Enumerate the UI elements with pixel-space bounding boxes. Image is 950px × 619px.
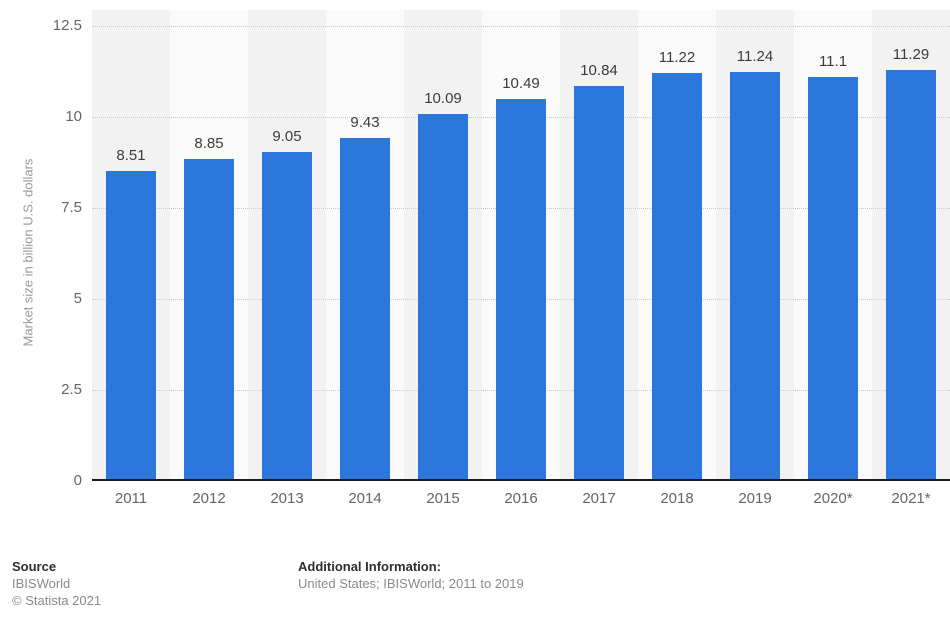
y-axis-title: Market size in billion U.S. dollars [20,158,36,347]
x-axis-label-2019: 2019 [738,490,772,507]
additional-information-text: United States; IBISWorld; 2011 to 2019 [298,576,524,591]
x-axis-label-2017: 2017 [582,490,616,507]
bar-column-2011: 8.51 [92,26,170,481]
bar-2021*[interactable] [886,70,936,481]
plot-area: 8.51 8.85 9.05 9.43 10.09 10.49 10.84 11.22 11.2… [92,26,950,481]
y-axis-tick-7.5: 7.5 [61,199,82,216]
y-axis-tick-10: 10 [65,108,82,125]
additional-information-label: Additional Information: [298,559,441,574]
bar-value-label-2014: 9.43 [350,113,380,131]
bar-column-2014: 9.43 [326,26,404,481]
y-axis-tick-12.5: 12.5 [52,17,82,34]
bar-value-label-2012: 8.85 [194,134,224,152]
bar-2016[interactable] [496,99,546,481]
bar-value-label-2017: 10.84 [580,62,618,80]
x-axis-label-2018: 2018 [660,490,694,507]
bar-column-2016: 10.49 [482,26,560,481]
x-axis-labels: 2011 2012 2013 2014 2015 2016 2017 2018 2019 2020… [92,490,950,507]
bar-2017[interactable] [574,86,624,481]
gridline-12.5 [92,26,950,27]
copyright-notice[interactable]: © Statista 2021 [12,593,102,608]
bar-2018[interactable] [652,72,702,481]
bar-value-label-2013: 9.05 [272,127,302,145]
bar-column-2017: 10.84 [560,26,638,481]
bar-column-2012: 8.85 [170,26,248,481]
bar-value-label-2015: 10.09 [424,89,462,107]
bar-column-2021*: 11.29 [872,26,950,481]
source-name[interactable]: IBISWorld [12,576,71,591]
x-axis-label-2021*: 2021* [891,490,931,507]
bar-2019[interactable] [730,71,780,481]
source-block: Source IBISWorld © Statista 2021 [12,558,101,609]
y-axis-tick-0: 0 [73,472,82,489]
x-axis-label-2012: 2012 [192,490,226,507]
x-axis-label-2015: 2015 [426,490,460,507]
bar-value-label-2020*: 11.1 [818,52,848,70]
bar-value-label-2018: 11.22 [658,48,696,66]
bar-value-label-2016: 10.49 [502,75,540,93]
source-label: Source [12,559,57,574]
x-axis-line [92,479,950,481]
y-axis-tick-2.5: 2.5 [61,381,82,398]
additional-information-block: Additional Information: United States; I… [298,558,524,592]
x-axis-label-2013: 2013 [270,490,304,507]
x-axis-label-2016: 2016 [504,490,538,507]
bar-2014[interactable] [340,137,390,481]
bar-column-2018: 11.22 [638,26,716,481]
bar-column-2020*: 11.1 [794,26,872,481]
x-axis-label-2020*: 2020* [813,490,853,507]
bar-value-label-2019: 11.24 [736,47,774,65]
bar-2011[interactable] [106,171,156,481]
bar-2013[interactable] [262,151,312,481]
bar-value-label-2021*: 11.29 [892,46,930,64]
x-axis-label-2014: 2014 [348,490,382,507]
bar-column-2013: 9.05 [248,26,326,481]
x-axis-label-2011: 2011 [114,490,148,507]
bar-column-2015: 10.09 [404,26,482,481]
y-axis-tick-5: 5 [73,290,82,307]
bar-2020*[interactable] [808,76,858,481]
bar-value-label-2011: 8.51 [116,147,146,165]
bar-column-2019: 11.24 [716,26,794,481]
bar-2015[interactable] [418,113,468,481]
bar-2012[interactable] [184,158,234,481]
